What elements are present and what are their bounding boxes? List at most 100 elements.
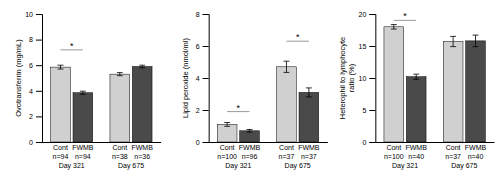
- y-tick-mark: [369, 142, 375, 143]
- group-label: Day 321: [392, 162, 418, 170]
- y-tick: 8: [29, 36, 42, 43]
- bar: [73, 93, 93, 142]
- category-label: Cont: [53, 144, 68, 151]
- bar: [466, 41, 486, 142]
- sample-size-label: n=38: [112, 153, 128, 160]
- y-tick-label: 0: [196, 139, 200, 146]
- x-axis-line: [376, 142, 495, 143]
- error-bar-stem: [60, 65, 61, 69]
- bar: [277, 67, 297, 142]
- category-label: FWMB: [72, 144, 94, 151]
- x-axis: [43, 142, 162, 143]
- error-bar-cap: [80, 91, 86, 92]
- y-tick-mark: [203, 78, 209, 79]
- error-bar: [450, 36, 456, 46]
- error-bar-stem: [393, 25, 394, 29]
- error-bar-cap: [473, 35, 479, 36]
- y-tick-label: 15: [359, 43, 367, 50]
- y-tick-label: 6: [29, 62, 33, 69]
- y-tick-mark: [36, 14, 42, 15]
- error-bar-cap: [306, 87, 312, 88]
- y-axis-title-line: Lipid peroxide (nmol/ml): [181, 37, 190, 118]
- error-bar: [58, 65, 64, 69]
- error-bar-cap: [391, 29, 397, 30]
- y-tick-label: 8: [29, 36, 33, 43]
- labels: **ContFWMBContFWMBn=100n=96n=37n=37Day 3…: [181, 32, 320, 170]
- error-bar-stem: [286, 61, 287, 72]
- bar: [240, 131, 260, 142]
- y-tick-label: 10: [359, 75, 367, 82]
- sample-size-label: n=100: [217, 153, 237, 160]
- y-tick-label: 4: [196, 75, 200, 82]
- y-tick-label: 20: [359, 11, 367, 18]
- y-tick-mark: [36, 116, 42, 117]
- sample-size-label: n=36: [134, 153, 150, 160]
- sample-size-label: n=94: [53, 153, 69, 160]
- y-tick-label: 8: [196, 11, 200, 18]
- y-tick: 0: [196, 139, 209, 146]
- group-label: Day 675: [118, 162, 144, 170]
- y-tick-mark: [369, 14, 375, 15]
- y-tick-mark: [369, 46, 375, 47]
- bar: [217, 124, 237, 142]
- error-bar-stem: [119, 73, 120, 76]
- x-axis-line: [43, 142, 162, 143]
- y-tick: 0: [29, 139, 42, 146]
- group-label: Day 675: [451, 162, 477, 170]
- error-bar: [473, 35, 479, 47]
- chart: 0246810*ContFWMBContFWMBn=94n=94n=38n=36…: [0, 0, 500, 180]
- y-axis: 05101520: [359, 11, 376, 146]
- error-bar-cap: [117, 72, 123, 73]
- error-bar-stem: [416, 74, 417, 79]
- x-axis: [376, 142, 495, 143]
- error-bar: [306, 88, 312, 97]
- y-tick-label: 2: [196, 107, 200, 114]
- y-tick-label: 2: [29, 113, 33, 120]
- panel: 0246810*ContFWMBContFWMBn=94n=94n=38n=36…: [14, 11, 161, 170]
- y-tick: 6: [29, 62, 42, 69]
- y-tick-label: 5: [362, 107, 366, 114]
- error-bar-stem: [82, 91, 83, 94]
- category-label: FWMB: [131, 144, 153, 151]
- error-bar: [139, 65, 145, 68]
- y-axis-title-line: ratio (%): [347, 63, 356, 92]
- significance-label: *: [70, 41, 74, 51]
- y-tick-label: 4: [29, 88, 33, 95]
- category-label: FWMB: [298, 144, 320, 151]
- category-label: Cont: [446, 144, 461, 151]
- significance-label: *: [296, 32, 300, 42]
- y-tick-mark: [369, 78, 375, 79]
- significance-label: *: [237, 103, 241, 113]
- y-tick: 10: [359, 75, 376, 82]
- y-tick-label: 10: [25, 11, 33, 18]
- y-tick-mark: [203, 14, 209, 15]
- error-bar: [117, 73, 123, 76]
- bar: [132, 66, 152, 142]
- error-bar-cap: [284, 72, 290, 73]
- y-axis-title-line: Heterophil to lymphocyte: [338, 37, 347, 120]
- y-tick: 2: [196, 107, 209, 114]
- group-label: Day 321: [225, 162, 251, 170]
- category-label: Cont: [112, 144, 127, 151]
- y-tick-mark: [36, 91, 42, 92]
- bar: [443, 42, 463, 142]
- sample-size-label: n=94: [75, 153, 91, 160]
- y-tick-mark: [203, 46, 209, 47]
- error-bar: [80, 91, 86, 94]
- error-bar-cap: [117, 75, 123, 76]
- error-bar-cap: [284, 61, 290, 62]
- y-tick: 10: [25, 11, 42, 18]
- y-tick: 8: [196, 11, 209, 18]
- error-bar: [224, 122, 230, 126]
- y-axis-line: [203, 15, 210, 143]
- significance-label: *: [403, 11, 407, 21]
- category-label: FWMB: [405, 144, 427, 151]
- error-bar-stem: [227, 122, 228, 126]
- error-bar-cap: [473, 46, 479, 47]
- plot-area: [384, 20, 485, 142]
- y-tick: 20: [359, 11, 376, 18]
- error-bar-cap: [413, 79, 419, 80]
- bar: [299, 92, 319, 142]
- bar: [110, 74, 130, 142]
- plot-area: [51, 50, 152, 142]
